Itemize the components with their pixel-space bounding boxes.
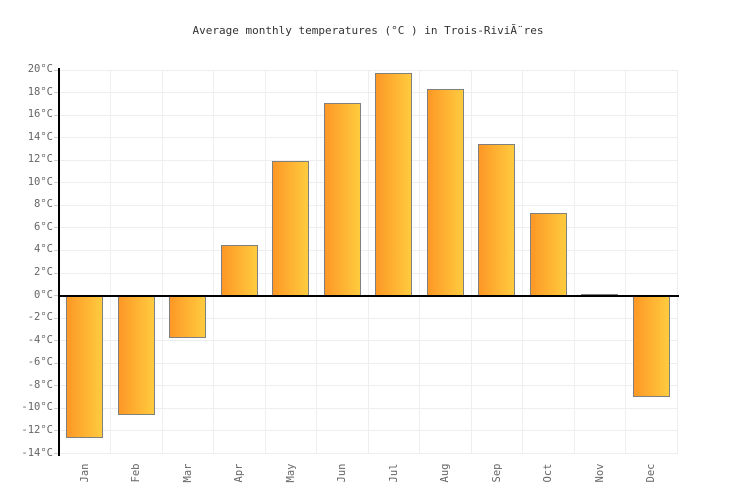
x-axis-label-dec: Dec bbox=[645, 463, 658, 482]
x-axis-label-apr: Apr bbox=[233, 463, 246, 482]
y-tick-8 bbox=[54, 204, 58, 206]
y-axis-label-12: 12°C bbox=[27, 153, 53, 166]
h-gridline--14 bbox=[59, 453, 677, 454]
v-gridline-2 bbox=[161, 70, 163, 454]
y-tick-2 bbox=[54, 272, 58, 274]
x-axis-label-oct: Oct bbox=[542, 463, 555, 482]
y-axis-label-6: 6°C bbox=[34, 220, 53, 233]
y-tick--12 bbox=[54, 430, 58, 432]
v-gridline-10 bbox=[573, 70, 575, 454]
x-axis-label-jun: Jun bbox=[336, 463, 349, 482]
v-gridline-8 bbox=[470, 70, 472, 454]
bar-jun bbox=[323, 102, 361, 297]
y-tick--2 bbox=[54, 317, 58, 319]
y-tick-14 bbox=[54, 137, 58, 139]
x-axis-label-jan: Jan bbox=[78, 463, 91, 482]
bar-may bbox=[272, 161, 310, 297]
y-tick-18 bbox=[54, 92, 58, 94]
y-tick-10 bbox=[54, 182, 58, 184]
bar-jul bbox=[375, 73, 413, 297]
y-axis-line bbox=[57, 68, 60, 456]
x-axis-label-jul: Jul bbox=[387, 463, 400, 482]
y-tick-6 bbox=[54, 227, 58, 229]
y-tick--10 bbox=[54, 407, 58, 409]
y-axis-label-20: 20°C bbox=[27, 63, 53, 75]
y-axis-label--8: -8°C bbox=[27, 378, 53, 391]
y-tick--4 bbox=[54, 340, 58, 342]
y-axis-label-14: 14°C bbox=[27, 130, 53, 143]
x-axis-label-feb: Feb bbox=[130, 463, 143, 482]
v-gridline-4 bbox=[264, 70, 266, 454]
y-axis-label-4: 4°C bbox=[34, 243, 53, 256]
bar-sep bbox=[478, 144, 516, 297]
bar-aug bbox=[426, 89, 464, 297]
chart-title: Average monthly temperatures (°C ) in Tr… bbox=[192, 24, 544, 37]
v-gridline-6 bbox=[367, 70, 369, 454]
zero-baseline bbox=[57, 294, 679, 297]
y-tick-4 bbox=[54, 249, 58, 251]
y-tick-0 bbox=[54, 295, 58, 297]
y-axis-label--14: -14°C bbox=[21, 446, 53, 459]
bar-dec bbox=[632, 295, 670, 397]
x-axis-label-nov: Nov bbox=[593, 463, 606, 482]
y-axis-label--2: -2°C bbox=[27, 311, 53, 324]
y-axis-label-0: 0°C bbox=[34, 288, 53, 301]
bar-oct bbox=[529, 213, 567, 297]
x-axis-label-may: May bbox=[284, 463, 297, 482]
y-axis-label--10: -10°C bbox=[21, 401, 53, 414]
y-tick--14 bbox=[54, 453, 58, 454]
x-axis-label-aug: Aug bbox=[439, 463, 452, 482]
y-axis-label-2: 2°C bbox=[34, 266, 53, 279]
bar-feb bbox=[117, 295, 155, 415]
y-tick--8 bbox=[54, 385, 58, 387]
y-axis-label-10: 10°C bbox=[27, 175, 53, 188]
v-gridline-9 bbox=[522, 70, 523, 454]
x-axis-label-mar: Mar bbox=[181, 463, 194, 482]
v-gridline-5 bbox=[316, 70, 317, 454]
bar-apr bbox=[220, 244, 258, 297]
x-axis-label-sep: Sep bbox=[490, 463, 503, 482]
bar-jan bbox=[66, 295, 104, 438]
y-tick--6 bbox=[54, 362, 58, 364]
y-tick-20 bbox=[54, 69, 58, 71]
y-axis-label-18: 18°C bbox=[27, 85, 53, 98]
v-gridline-11 bbox=[625, 70, 626, 454]
v-gridline-3 bbox=[213, 70, 214, 454]
y-tick-16 bbox=[54, 114, 58, 116]
v-gridline-7 bbox=[419, 70, 420, 454]
y-axis-label-16: 16°C bbox=[27, 108, 53, 121]
y-tick-12 bbox=[54, 159, 58, 161]
y-axis-label--6: -6°C bbox=[27, 356, 53, 369]
bar-mar bbox=[169, 295, 207, 339]
y-axis-label-8: 8°C bbox=[34, 198, 53, 211]
y-axis-label--4: -4°C bbox=[27, 333, 53, 346]
y-axis-label--12: -12°C bbox=[21, 423, 53, 436]
v-gridline-12 bbox=[676, 70, 678, 454]
v-gridline-1 bbox=[110, 70, 111, 454]
